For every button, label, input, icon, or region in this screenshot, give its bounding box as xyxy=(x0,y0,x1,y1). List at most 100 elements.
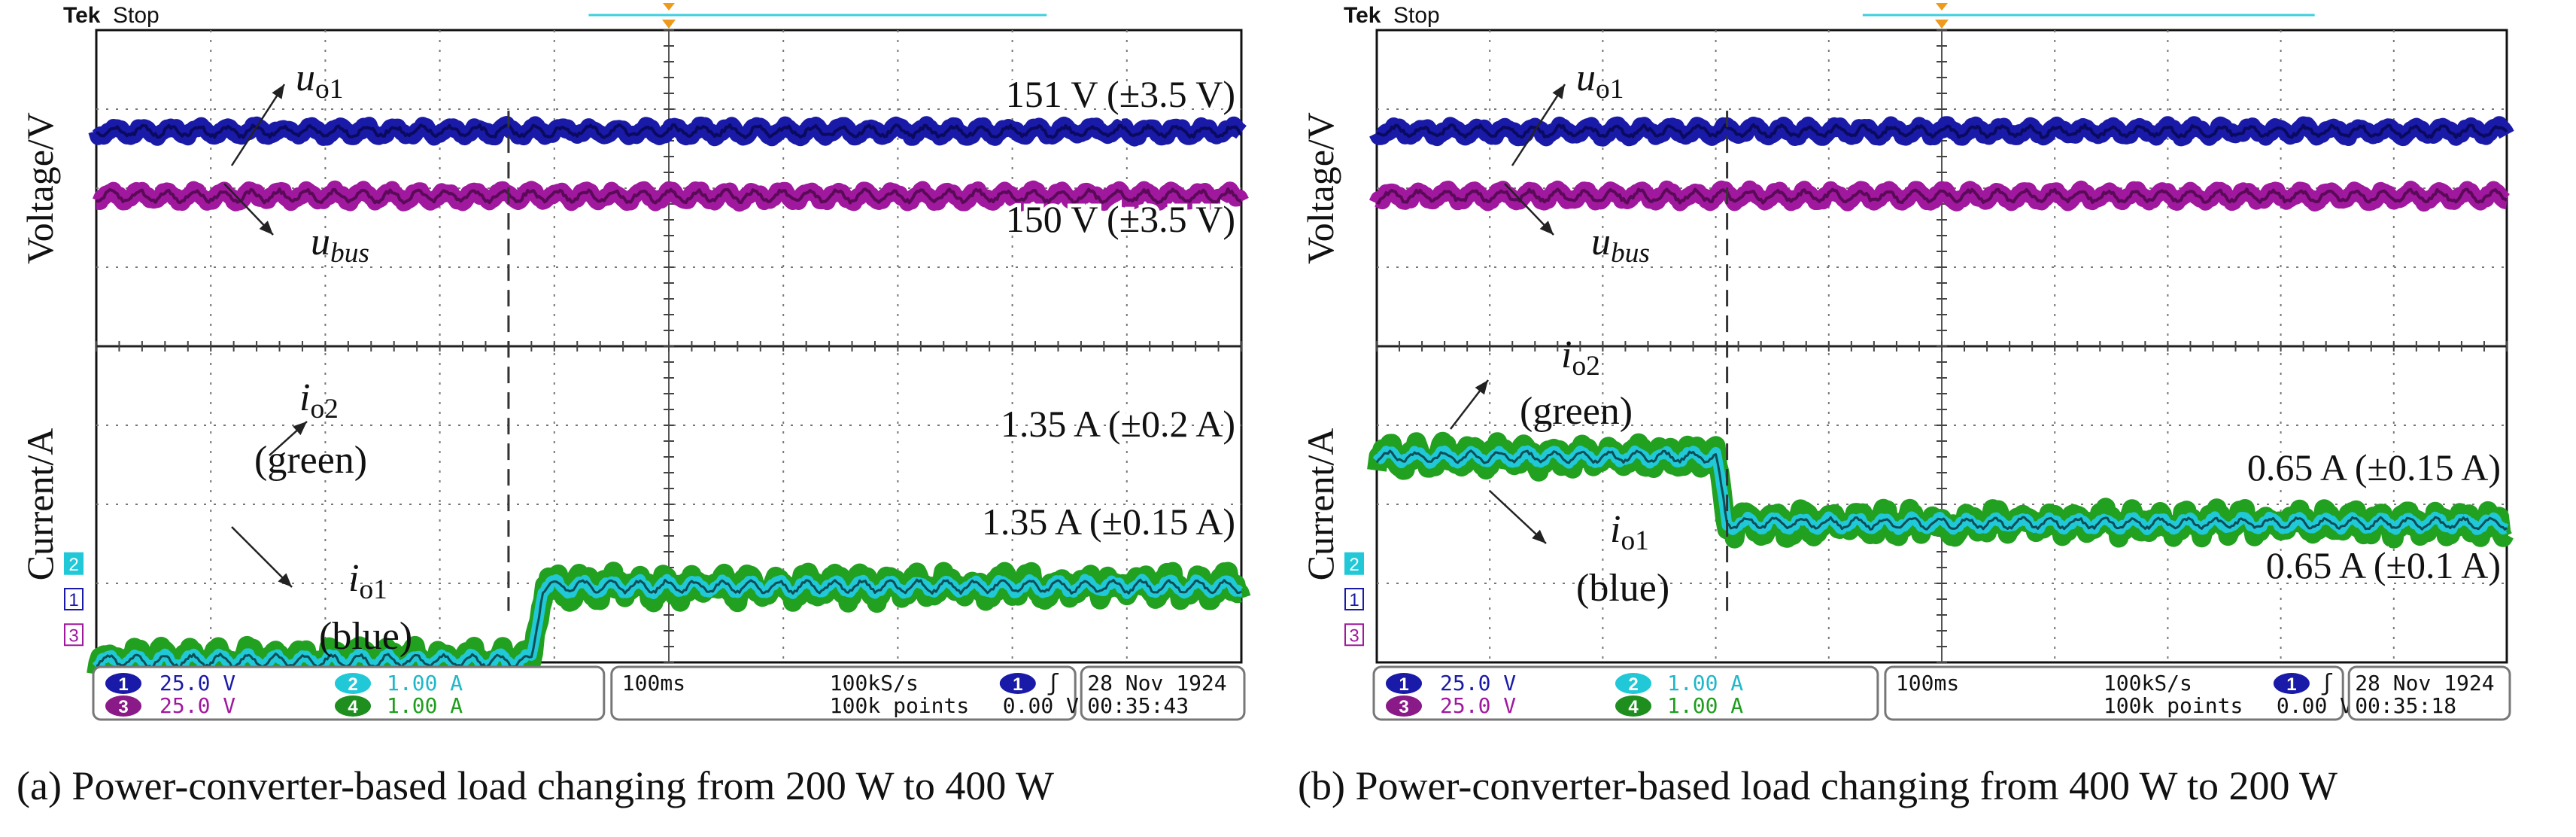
label-ubus-subscript: bus xyxy=(330,238,369,269)
waveform-uo1-core xyxy=(1376,123,2508,139)
arrow-io2-head xyxy=(293,422,307,436)
channel-badge-3 xyxy=(105,695,141,717)
label-io2-color: (green) xyxy=(1520,390,1633,433)
channel-badge-4 xyxy=(1615,695,1651,717)
trigger-level-value: 0.00 V xyxy=(2277,693,2353,718)
arrow-uo1-head xyxy=(272,84,284,99)
waveform-io1-core xyxy=(1375,449,2508,531)
sample-rate-value: 100kS/s xyxy=(2104,671,2192,695)
scope-panel-a: Tek Stop213Voltage/VCurrent/Auo1ubusio2(g… xyxy=(17,3,1251,808)
label-io2-symbol: i xyxy=(1561,333,1572,376)
channel-4-scale: 1.00 A xyxy=(1667,693,1743,718)
channel-badge-2-label: 2 xyxy=(348,674,357,695)
ground-marker-label: 1 xyxy=(1349,590,1359,610)
arrow-uo1 xyxy=(230,84,286,166)
arrow-io1-head xyxy=(278,573,292,587)
trigger-level-value: 0.00 V xyxy=(1003,693,1079,718)
trigger-source-badge xyxy=(2273,673,2310,694)
channel-2-scale: 1.00 A xyxy=(1667,671,1743,695)
label-io1: io1 xyxy=(348,557,387,605)
label-io2-subscript: o2 xyxy=(1572,351,1599,382)
channel-2-scale: 1.00 A xyxy=(387,671,463,695)
expansion-point-marker xyxy=(663,3,675,11)
label-ubus-symbol: u xyxy=(1591,221,1611,263)
annotation-current-io2: 1.35 A (±0.2 A) xyxy=(1001,403,1235,445)
annotation-voltage-ubus: 150 V (±3.5 V) xyxy=(1006,198,1235,240)
waveform-ubus-core xyxy=(96,187,1242,205)
annotation-current-io1: 1.35 A (±0.15 A) xyxy=(982,501,1235,543)
status-datetime-box xyxy=(2347,665,2511,721)
trigger-slope-icon: ʃ xyxy=(1046,670,1060,696)
label-uo1-symbol: u xyxy=(1576,56,1596,99)
arrow-ubus-head xyxy=(1539,221,1554,235)
label-uo1: uo1 xyxy=(296,56,343,105)
scope-panel-b: Tek Stop213Voltage/VCurrent/Auo1ubusio2(g… xyxy=(1298,3,2515,808)
channel-badge-4 xyxy=(335,695,371,717)
y-axis-label-current: Current/A xyxy=(19,428,61,581)
scope-run-state: Stop xyxy=(1393,3,1440,28)
label-ubus-subscript: bus xyxy=(1611,238,1650,269)
record-length-value: 100k points xyxy=(830,693,969,718)
acquisition-date: 28 Nov 1924 xyxy=(1087,671,1226,695)
channel-badge-4-label: 4 xyxy=(1628,697,1639,717)
label-io1-color: (blue) xyxy=(319,615,412,658)
ground-marker-ch2 xyxy=(1344,552,1364,575)
arrow-ubus-head xyxy=(259,221,273,235)
ground-marker-ch3 xyxy=(1344,623,1364,647)
channel-badge-3 xyxy=(1386,695,1422,717)
status-timebase-box xyxy=(610,665,1077,721)
trigger-source-badge-label: 1 xyxy=(2286,674,2296,695)
label-ubus: ubus xyxy=(1591,221,1650,269)
scope-brand-label: Tek xyxy=(1344,3,1381,28)
timebase-value: 100ms xyxy=(622,671,685,695)
annotation-voltage-uo1: 151 V (±3.5 V) xyxy=(1006,73,1235,115)
figure-caption-a: (a) Power-converter-based load changing … xyxy=(17,763,1054,808)
channel-badge-2 xyxy=(1615,673,1651,694)
channel-badge-1-label: 1 xyxy=(118,674,128,695)
ground-marker-label: 1 xyxy=(68,590,78,610)
channel-3-scale: 25.0 V xyxy=(1440,693,1516,718)
ground-marker-label: 2 xyxy=(1349,555,1359,575)
status-channel-box xyxy=(1372,665,1879,721)
ground-marker-label: 3 xyxy=(1349,625,1359,646)
ground-marker-ch2 xyxy=(64,552,84,575)
channel-1-scale: 25.0 V xyxy=(159,671,235,695)
ground-marker-label: 2 xyxy=(68,555,78,575)
waveform-ubus-core xyxy=(1376,187,2508,205)
waveform-io1-core xyxy=(96,578,1242,669)
channel-badge-2-label: 2 xyxy=(1628,674,1638,695)
timebase-value: 100ms xyxy=(1896,671,1959,695)
channel-badge-1 xyxy=(1386,673,1422,694)
ground-marker-ch3 xyxy=(64,623,84,647)
trigger-position-marker xyxy=(1935,20,1949,29)
status-timebase-box xyxy=(1884,665,2344,721)
arrow-io1-head xyxy=(1532,529,1546,543)
label-io2: io2 xyxy=(1561,333,1600,382)
label-io1-symbol: i xyxy=(1610,508,1621,551)
label-io1-subscript: o1 xyxy=(1621,525,1648,556)
y-axis-label-current: Current/A xyxy=(1299,428,1341,581)
channel-badge-2 xyxy=(335,673,371,694)
y-axis-label-voltage: Voltage/V xyxy=(19,112,61,264)
waveform-uo1-core xyxy=(96,123,1243,139)
channel-badge-3-label: 3 xyxy=(118,697,128,717)
trigger-position-marker xyxy=(662,20,676,29)
channel-3-scale: 25.0 V xyxy=(159,693,235,718)
acquisition-time: 00:35:43 xyxy=(1087,693,1189,718)
label-uo1-subscript: o1 xyxy=(315,74,343,105)
sample-rate-value: 100kS/s xyxy=(830,671,919,695)
channel-badge-1-label: 1 xyxy=(1399,674,1408,695)
channel-1-scale: 25.0 V xyxy=(1440,671,1516,695)
ground-marker-label: 3 xyxy=(68,625,78,646)
annotation-current-io2: 0.65 A (±0.15 A) xyxy=(2247,446,2501,489)
label-uo1-subscript: o1 xyxy=(1596,74,1624,105)
channel-badge-4-label: 4 xyxy=(348,697,358,717)
label-io1: io1 xyxy=(1610,508,1649,556)
annotation-current-io1: 0.65 A (±0.1 A) xyxy=(2266,544,2501,586)
label-io1-subscript: o1 xyxy=(359,574,387,605)
label-io2-subscript: o2 xyxy=(310,394,338,425)
y-axis-label-voltage: Voltage/V xyxy=(1299,112,1341,264)
ground-marker-ch1 xyxy=(64,588,84,610)
ground-marker-ch1 xyxy=(1344,588,1364,610)
